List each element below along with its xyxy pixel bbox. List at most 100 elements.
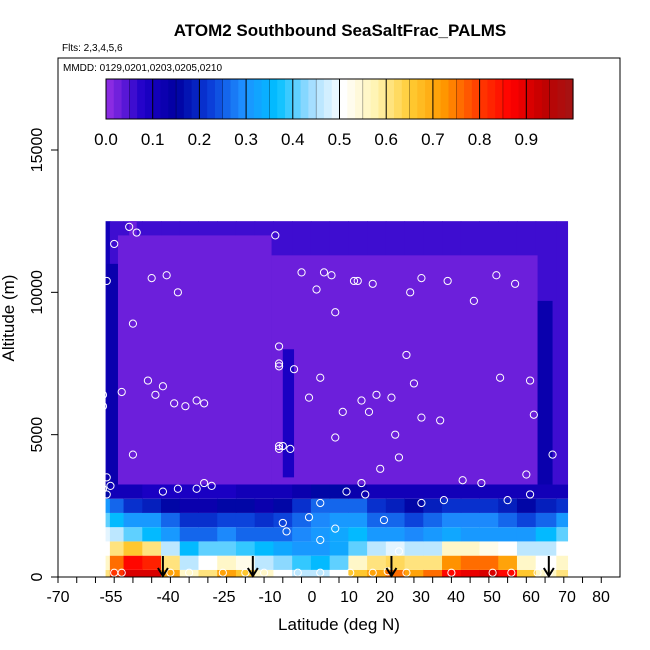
heat-cell <box>292 527 312 542</box>
x-tick-label: 10 <box>340 589 358 606</box>
colorbar-swatch <box>518 79 527 119</box>
sample-point <box>349 276 359 286</box>
heat-cell <box>367 541 387 556</box>
heat-cell <box>367 555 387 570</box>
colorbar-swatch <box>557 79 566 119</box>
heat-cell <box>254 527 274 542</box>
colorbar-swatch <box>502 79 512 119</box>
sample-point <box>376 464 385 473</box>
heat-cell <box>348 555 368 570</box>
sample-points <box>98 222 557 577</box>
sample-point <box>529 410 538 419</box>
colorbar-swatch <box>113 79 123 119</box>
heat-cell <box>516 484 537 499</box>
heat-cell <box>367 498 387 513</box>
heat-cell <box>498 527 518 542</box>
heat-cell <box>556 527 569 542</box>
heat-cell <box>423 541 443 556</box>
heat-cell <box>217 541 237 556</box>
colorbar-swatch <box>292 79 302 119</box>
heat-cell <box>498 512 518 528</box>
colorbar-tick-label: 0.6 <box>374 130 398 149</box>
heat-cell <box>442 541 462 556</box>
heat-cell <box>479 484 499 499</box>
heat-cell <box>123 569 143 577</box>
heat-cell <box>385 527 406 542</box>
colorbar-swatch <box>277 79 286 119</box>
colorbar-tick-label: 0.1 <box>141 130 165 149</box>
heat-cell <box>273 512 293 528</box>
heat-cell <box>142 512 162 528</box>
heat-cell <box>442 555 462 570</box>
colorbar-swatch <box>549 79 559 119</box>
heat-cell <box>329 484 349 499</box>
heat-cell <box>109 498 125 513</box>
sample-point <box>346 568 355 577</box>
colorbar-swatch <box>230 79 239 119</box>
sample-point <box>192 484 201 493</box>
sample-point <box>173 484 182 493</box>
heat-cell <box>109 569 125 577</box>
x-tick-label: 20 <box>376 589 394 606</box>
heat-cell <box>404 512 424 528</box>
colorbar-swatch <box>152 79 162 119</box>
sample-point <box>379 515 389 525</box>
heat-cell <box>179 512 199 528</box>
colorbar-swatch <box>409 79 418 119</box>
x-axis: -70 -55 -40 -25 -10 0 10 20 30 40 50 60 70 80 <box>46 576 620 606</box>
heat-cell <box>198 527 218 542</box>
heat-cell <box>282 349 295 478</box>
colorbar-swatch <box>106 79 115 119</box>
colorbar-swatch <box>137 79 146 119</box>
heat-cell <box>142 569 162 577</box>
sample-point <box>436 416 445 425</box>
sample-point <box>342 487 351 496</box>
heat-cell <box>348 498 368 513</box>
sample-point <box>102 473 111 482</box>
heat-cell <box>404 527 424 542</box>
heat-cell <box>123 484 143 499</box>
heat-cell <box>329 541 349 556</box>
colorbar-swatch <box>121 79 130 119</box>
heat-cell <box>423 555 443 570</box>
y-axis: 0 5000 10000 15000 <box>29 58 59 581</box>
sample-point <box>394 547 404 556</box>
heat-cell <box>460 555 480 570</box>
sample-point <box>102 276 111 286</box>
heat-cell <box>198 498 218 513</box>
sample-point <box>327 271 336 280</box>
heat-cell <box>105 484 111 499</box>
colorbar-swatch <box>440 79 450 119</box>
heat-cell <box>556 221 569 485</box>
heat-cell <box>516 569 537 577</box>
colorbar-swatch <box>425 79 434 119</box>
colorbar-swatch <box>471 79 481 119</box>
sample-point <box>391 430 400 439</box>
colorbar-swatch <box>191 79 200 119</box>
sample-point <box>147 274 156 283</box>
heat-cell <box>273 555 293 570</box>
sample-point <box>132 228 141 237</box>
sample-point <box>98 390 108 399</box>
heat-cell <box>198 569 218 577</box>
heat-cell <box>348 569 368 577</box>
x-tick-label: 60 <box>522 589 540 606</box>
sample-point <box>469 296 478 305</box>
colorbar-swatch <box>362 79 372 119</box>
heat-cell <box>556 512 569 528</box>
colorbar-swatch <box>510 79 520 119</box>
colorbar-swatch <box>207 79 216 119</box>
heat-cell <box>385 498 406 513</box>
colorbar-tick-label: 0.7 <box>421 130 445 149</box>
heat-cell <box>217 527 237 542</box>
sample-point <box>274 444 284 453</box>
colorbar-legend: 0.0 0.1 0.2 0.3 0.4 0.5 0.6 0.7 0.8 0.9 <box>94 78 574 149</box>
heat-cell <box>254 555 274 570</box>
sample-point <box>117 568 126 577</box>
sample-point <box>353 276 362 286</box>
heat-cell <box>310 555 331 570</box>
colorbar-swatch <box>129 79 138 119</box>
sample-point <box>548 450 557 459</box>
heat-cell <box>516 541 537 556</box>
sample-point <box>364 407 374 416</box>
